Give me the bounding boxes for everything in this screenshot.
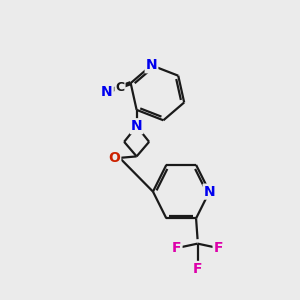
Text: F: F (193, 262, 202, 276)
Text: C: C (116, 80, 124, 94)
Text: N: N (204, 184, 215, 199)
Text: N: N (131, 119, 142, 133)
Text: F: F (214, 241, 223, 255)
Text: O: O (108, 151, 120, 165)
Text: F: F (172, 241, 182, 255)
Text: N: N (101, 85, 113, 99)
Text: N: N (146, 58, 157, 72)
